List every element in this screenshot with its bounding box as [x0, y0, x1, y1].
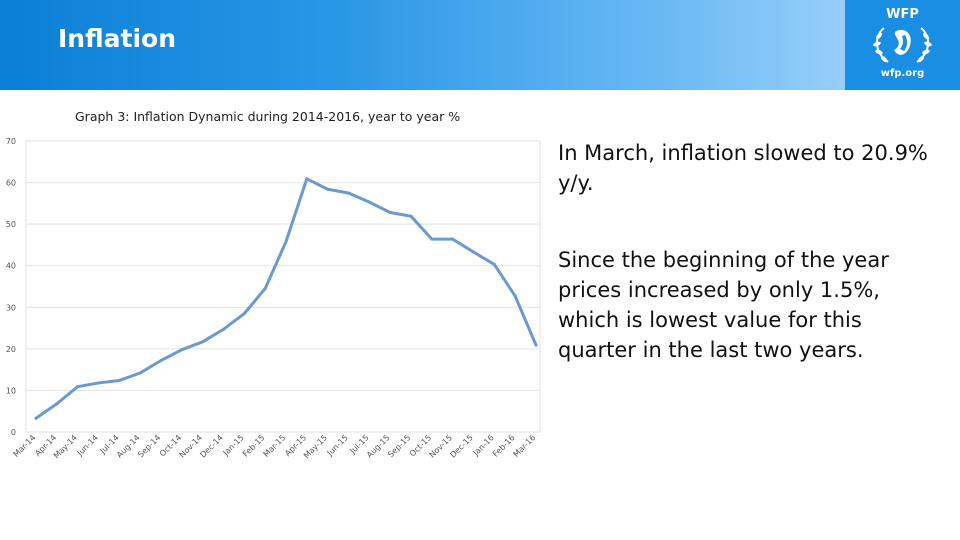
data-point [409, 214, 413, 218]
grid-lines [25, 140, 541, 433]
x-axis-ticks: Mar-14Apr-14May-14Jun-14Jul-14Aug-14Sep-… [11, 433, 537, 460]
y-tick-label: 70 [6, 137, 16, 146]
x-tick-label: Dec-15 [448, 433, 475, 460]
x-tick-label: Sep-14 [136, 433, 162, 459]
x-tick-label: Mar-15 [261, 433, 287, 459]
logo-bottom-text: wfp.org [880, 68, 925, 79]
x-tick-label: Jun-15 [325, 433, 350, 458]
x-tick-label: Sep-15 [386, 433, 412, 459]
data-point [388, 211, 392, 215]
y-tick-label: 0 [11, 428, 16, 437]
y-axis-ticks: 0 10 20 30 40 50 60 70 [6, 137, 16, 437]
data-point [222, 327, 225, 331]
data-point [492, 262, 496, 266]
y-tick-label: 50 [6, 220, 16, 229]
data-point [284, 240, 288, 244]
data-point [347, 191, 350, 195]
data-point [430, 237, 434, 241]
logo-top-text: WFP [886, 7, 919, 22]
note-prices-increase: Since the beginning of the year prices i… [558, 248, 889, 362]
data-point [242, 312, 246, 316]
data-point [34, 416, 38, 420]
data-point [117, 378, 121, 382]
data-point [326, 187, 330, 191]
data-point [534, 343, 538, 347]
data-point [159, 358, 163, 362]
data-point [201, 340, 205, 344]
chart-title: Graph 3: Inflation Dynamic during 2014-2… [75, 109, 461, 124]
data-point [451, 237, 455, 241]
data-point [263, 287, 267, 291]
page-title: Inflation [58, 24, 176, 53]
y-tick-label: 10 [6, 386, 16, 395]
inflation-line-chart: 0 10 20 30 40 50 60 70 Mar-14Apr-14May-14Jun-14… [6, 137, 541, 460]
data-point [180, 348, 184, 352]
y-tick-label: 60 [6, 179, 16, 188]
data-point [76, 385, 80, 389]
data-point [138, 371, 142, 375]
data-point [55, 402, 59, 406]
y-tick-label: 40 [6, 262, 16, 271]
x-tick-label: Mar-16 [511, 433, 537, 459]
wfp-logo: WFP wfp.org [845, 0, 960, 90]
data-point [305, 177, 309, 181]
y-tick-label: 30 [6, 303, 16, 312]
y-tick-label: 20 [6, 345, 16, 354]
x-tick-label: Dec-14 [198, 433, 225, 460]
series-line [34, 177, 538, 420]
series-layer [34, 177, 538, 420]
note-inflation-slowed: In March, inflation slowed to 20.9% y/y. [558, 141, 928, 195]
x-tick-label: Jun-14 [75, 433, 100, 458]
header-banner: Inflation WFP wfp.org [0, 0, 960, 90]
data-point [513, 294, 517, 298]
plot-area [25, 140, 541, 433]
data-point [367, 200, 371, 204]
data-point [472, 250, 475, 254]
un-wreath-icon [873, 27, 932, 63]
data-point [97, 381, 100, 385]
